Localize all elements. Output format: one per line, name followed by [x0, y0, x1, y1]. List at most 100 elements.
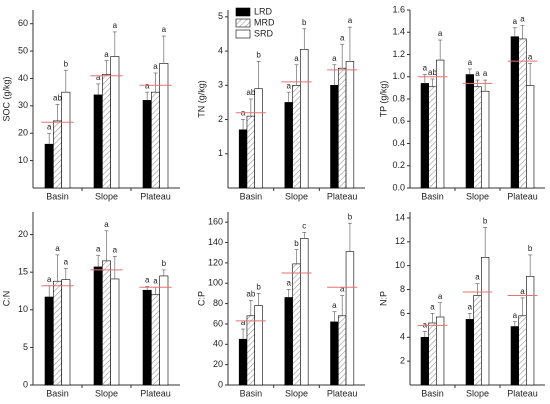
bar — [246, 115, 256, 189]
significance-letter: a — [96, 245, 101, 254]
x-tick-label: Basin — [421, 388, 444, 398]
significance-letter: a — [468, 303, 473, 312]
significance-letter: a — [513, 311, 518, 320]
x-tick-label: Slope — [95, 191, 118, 201]
bar — [465, 74, 474, 189]
y-tick-label: 0.6 — [392, 116, 405, 126]
significance-letter: b — [483, 217, 488, 226]
y-tick-label: 60 — [213, 318, 223, 328]
y-tick-label: 1.6 — [392, 4, 405, 14]
y-axis-label: TN (g/kg) — [196, 80, 206, 118]
y-tick-label: 2 — [400, 356, 405, 366]
y-tick-label: 5 — [218, 11, 223, 21]
significance-letter: a — [287, 81, 292, 90]
legend-swatch — [235, 18, 251, 28]
bar — [159, 63, 169, 189]
y-tick-label: 20 — [18, 229, 28, 239]
y-tick-label: 100 — [208, 278, 223, 288]
bar — [53, 280, 62, 386]
significance-letter: a — [162, 25, 167, 34]
x-tick-label: Plateau — [327, 388, 358, 398]
bar — [436, 316, 445, 386]
bar — [420, 336, 429, 386]
bar — [246, 315, 256, 386]
significance-letter: b — [302, 18, 307, 27]
y-tick-label: 14 — [395, 212, 405, 222]
significance-letter: a — [153, 62, 158, 71]
y-tick-label: 160 — [208, 217, 223, 227]
x-tick-label: Plateau — [507, 388, 538, 398]
bar — [510, 326, 519, 386]
significance-letter: b — [256, 50, 261, 59]
y-tick-label: 1.2 — [392, 49, 405, 59]
y-tick-label: 60 — [18, 18, 28, 28]
legend-swatch — [235, 29, 251, 39]
y-tick-label: 10 — [18, 155, 28, 165]
bar — [151, 91, 160, 189]
bar — [481, 90, 490, 189]
y-tick-label: 0.4 — [392, 138, 405, 148]
y-tick-label: 1 — [218, 148, 223, 158]
bar — [337, 315, 347, 386]
bar — [473, 86, 482, 189]
bar — [142, 100, 152, 189]
significance-letter: a — [332, 301, 337, 310]
bar — [510, 36, 519, 189]
bar — [142, 289, 152, 386]
significance-letter: a — [483, 69, 488, 78]
significance-letter: a — [468, 58, 473, 67]
legend-label: LRD — [254, 6, 273, 16]
significance-letter: a — [430, 303, 435, 312]
significance-letter: a — [294, 54, 299, 63]
x-tick-label: Plateau — [327, 191, 358, 201]
significance-letter: a — [438, 29, 443, 38]
x-tick-label: Plateau — [507, 191, 538, 201]
significance-letter: c — [302, 221, 306, 230]
y-tick-label: 10 — [395, 260, 405, 270]
y-tick-label: 4 — [400, 332, 405, 342]
y-tick-label: 120 — [208, 257, 223, 267]
x-tick-label: Slope — [95, 388, 118, 398]
y-tick-label: 10 — [18, 304, 28, 314]
y-tick-label: 30 — [18, 100, 28, 110]
x-tick-label: Basin — [240, 388, 263, 398]
y-axis-label: C:P — [196, 291, 206, 306]
y-tick-label: 15 — [18, 267, 28, 277]
bar — [44, 296, 54, 386]
legend-swatch — [235, 7, 251, 17]
bar — [110, 278, 120, 386]
significance-letter: a — [113, 21, 118, 30]
y-tick-label: 0.8 — [392, 93, 405, 103]
bar — [481, 257, 490, 386]
y-tick-label: 12 — [395, 236, 405, 246]
bar — [61, 279, 71, 386]
significance-letter: a — [423, 64, 428, 73]
significance-letter: a — [104, 220, 109, 229]
x-tick-label: Slope — [285, 191, 308, 201]
significance-letter: a — [513, 17, 518, 26]
significance-letter: a — [520, 15, 525, 24]
bar — [44, 143, 54, 189]
y-tick-label: 3 — [218, 80, 223, 90]
significance-letter: b — [348, 212, 353, 221]
significance-letter: b — [162, 259, 167, 268]
y-tick-label: 0 — [218, 379, 223, 389]
y-axis-label: N:P — [378, 291, 388, 306]
significance-letter: b — [528, 244, 533, 253]
bar — [102, 260, 111, 386]
y-tick-label: 20 — [213, 359, 223, 369]
y-tick-label: 80 — [213, 298, 223, 308]
bar — [53, 120, 62, 189]
bar — [330, 85, 339, 189]
y-tick-label: 0.0 — [392, 182, 405, 192]
bar — [428, 322, 437, 386]
bar — [238, 129, 248, 189]
significance-letter: b — [294, 239, 299, 248]
significance-letter: a — [145, 276, 150, 285]
significance-letter: a — [475, 69, 480, 78]
bar — [292, 85, 301, 189]
bar — [420, 83, 429, 189]
bar — [345, 251, 355, 386]
y-axis-label: C:N — [1, 291, 11, 307]
